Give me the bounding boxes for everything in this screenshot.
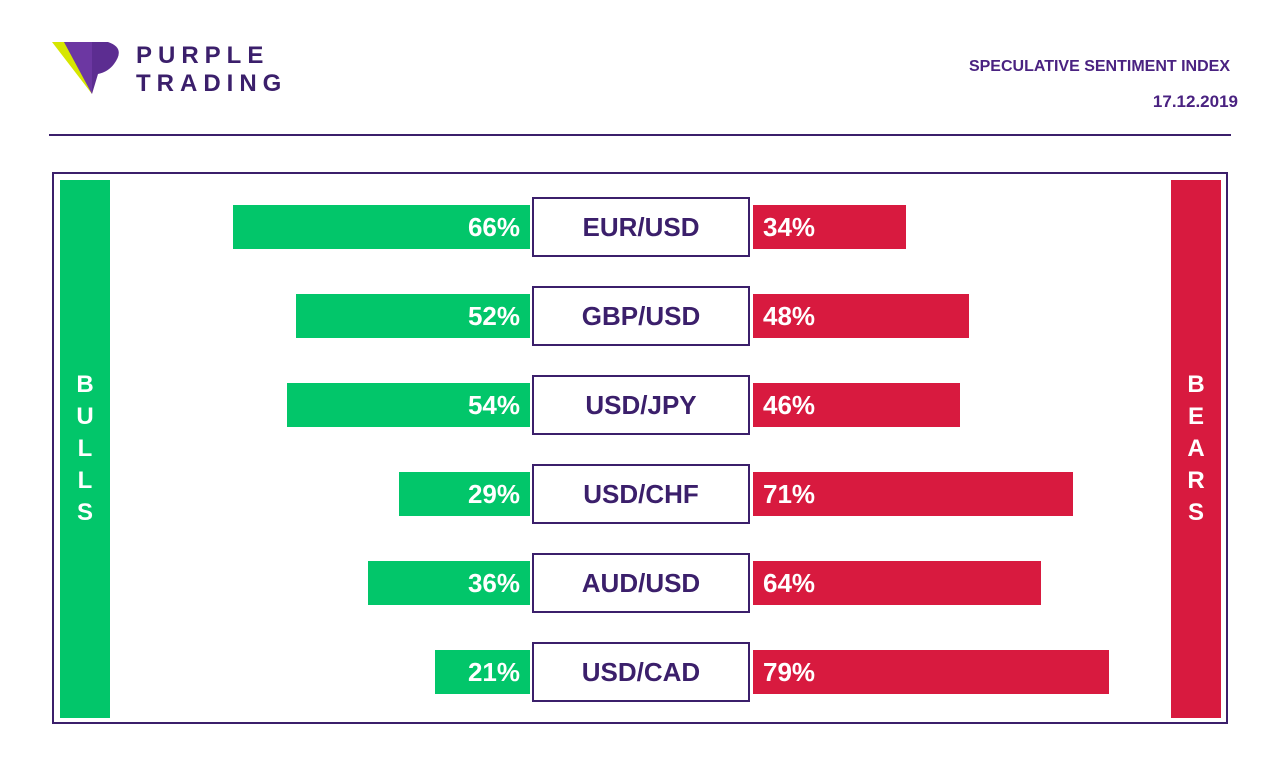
bull-bar: 54% bbox=[287, 383, 530, 427]
side-label-letter: A bbox=[1187, 435, 1205, 462]
side-label-letter: S bbox=[1187, 499, 1204, 526]
side-label-letter: B bbox=[76, 371, 94, 398]
side-label-letter: B bbox=[1187, 371, 1205, 398]
bull-value-label: 36% bbox=[467, 568, 520, 598]
bull-bar: 36% bbox=[368, 561, 530, 605]
currency-pair-label: USD/CAD bbox=[532, 642, 750, 702]
bear-bar: 64% bbox=[753, 561, 1041, 605]
bull-bar: 66% bbox=[233, 205, 530, 249]
bear-bar: 71% bbox=[753, 472, 1073, 516]
bear-value-label: 64% bbox=[763, 568, 816, 598]
bear-value-label: 46% bbox=[763, 390, 816, 420]
bull-bar: 29% bbox=[399, 472, 530, 516]
bear-bar: 46% bbox=[753, 383, 960, 427]
currency-pair-label: USD/CHF bbox=[532, 464, 750, 524]
purple-trading-logo-icon bbox=[52, 42, 119, 94]
side-label-letter: L bbox=[77, 467, 93, 494]
side-label-letter: E bbox=[1187, 403, 1204, 430]
bear-value-label: 34% bbox=[763, 212, 816, 242]
brand-name: PURPLE TRADING bbox=[136, 42, 287, 98]
bear-bar: 34% bbox=[753, 205, 906, 249]
currency-pair-label: AUD/USD bbox=[532, 553, 750, 613]
currency-pair-label: EUR/USD bbox=[532, 197, 750, 257]
bull-value-label: 66% bbox=[467, 212, 520, 242]
bull-value-label: 52% bbox=[467, 301, 520, 331]
bull-value-label: 29% bbox=[467, 479, 520, 509]
brand-line-1: PURPLE bbox=[136, 42, 270, 69]
side-label-letter: S bbox=[76, 499, 93, 526]
side-label-letter: L bbox=[77, 435, 93, 462]
side-label-letter: R bbox=[1187, 467, 1205, 494]
bull-bar: 21% bbox=[435, 650, 530, 694]
currency-pair-label: USD/JPY bbox=[532, 375, 750, 435]
report-date: 17.12.2019 bbox=[1152, 92, 1238, 111]
bull-bar: 52% bbox=[296, 294, 530, 338]
page-title: SPECULATIVE SENTIMENT INDEX bbox=[968, 58, 1230, 75]
bear-value-label: 79% bbox=[763, 657, 816, 687]
bull-value-label: 54% bbox=[467, 390, 520, 420]
header-divider bbox=[49, 134, 1231, 136]
side-label-letter: U bbox=[76, 403, 94, 430]
bear-bar: 79% bbox=[753, 650, 1109, 694]
brand-line-2: TRADING bbox=[136, 70, 288, 97]
bear-bar: 48% bbox=[753, 294, 969, 338]
bear-value-label: 71% bbox=[763, 479, 816, 509]
bull-value-label: 21% bbox=[467, 657, 520, 687]
bear-value-label: 48% bbox=[763, 301, 816, 331]
chart-frame bbox=[52, 172, 1228, 724]
currency-pair-label: GBP/USD bbox=[532, 286, 750, 346]
